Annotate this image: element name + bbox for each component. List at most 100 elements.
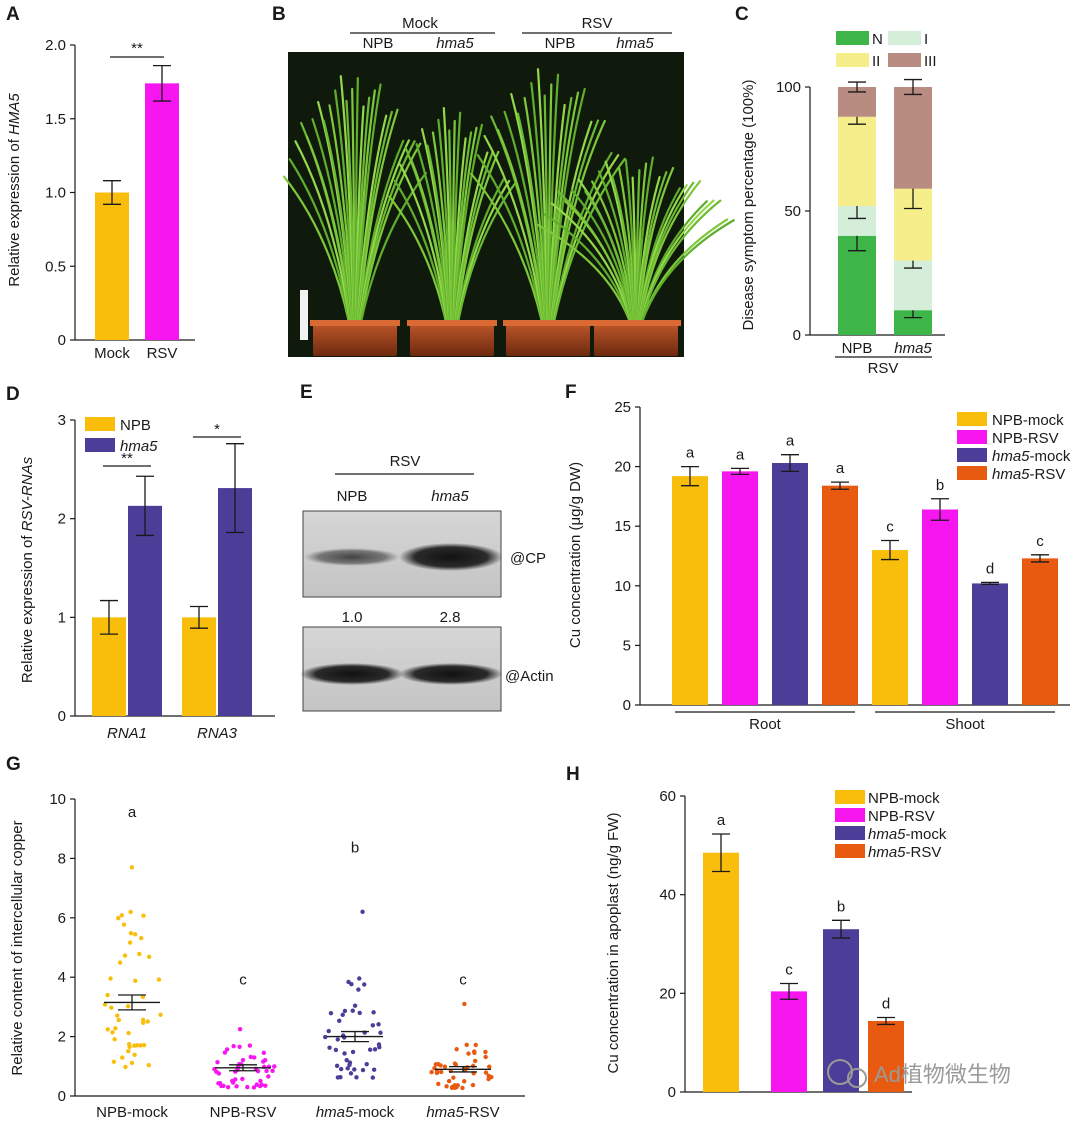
panel-g-point (116, 1017, 122, 1023)
wechat-icon (827, 1059, 853, 1085)
panel-g-point (444, 1084, 449, 1089)
panel-g-point (259, 1082, 264, 1087)
panel-g-y-tick-label: 0 (58, 1088, 66, 1105)
panel-c-segment-i (894, 260, 932, 311)
plant-leaf (551, 119, 606, 324)
panel-g-point (323, 1034, 328, 1040)
plant-leaf (547, 73, 560, 324)
panel-g-point (338, 1066, 344, 1072)
blot-cp-band-npb (304, 548, 400, 566)
panel-g-point (139, 935, 144, 941)
panel-g-point (487, 1064, 492, 1069)
panel-c-letter: C (735, 4, 749, 25)
panel-f-sig-letter: b (936, 477, 944, 494)
panel-h-legend-label: NPB-RSV (868, 808, 935, 825)
panel-g-point (328, 1010, 334, 1016)
panel-g-point (454, 1047, 459, 1052)
panel-g-point (338, 1075, 343, 1080)
panel-d-y-tick-label: 1 (58, 609, 66, 626)
panel-f-sig-letter: d (986, 560, 994, 577)
panel-c-x-tick-label: NPB (842, 340, 873, 357)
watermark: Ad植物微生物 (827, 1059, 1011, 1088)
panel-g-y-tick-label: 2 (58, 1029, 66, 1046)
panel-a: A 0 0.5 1.0 1.5 2.0 Mock RSV ** Relative expre… (6, 4, 195, 362)
panel-g-point (451, 1075, 456, 1080)
panel-c-legend-label: N (872, 31, 883, 48)
panel-g-point (110, 1030, 115, 1035)
panel-g-point (222, 1050, 228, 1055)
plant-leaf (570, 189, 634, 324)
panel-g-point (245, 1084, 250, 1090)
panel-f-x-tick-label: Root (749, 716, 782, 733)
panel-d-letter: D (6, 384, 20, 405)
panel-g-point (230, 1080, 236, 1085)
plant-leaf (305, 135, 353, 324)
panel-f-y-tick-label: 10 (614, 578, 631, 595)
panel-f-bar-hma5-rsv (822, 485, 858, 705)
panel-g-point (342, 1051, 347, 1056)
panel-g-point (145, 1019, 150, 1024)
plant-leaf (503, 110, 546, 324)
panel-g-point (214, 1069, 219, 1074)
panel-d-y-tick-label: 2 (58, 511, 66, 528)
panel-f-y-tick-label: 0 (623, 697, 631, 714)
panel-g-point (462, 1001, 467, 1007)
plant-leaf (516, 112, 547, 324)
plant-leaf (294, 140, 352, 324)
panel-g-point (263, 1083, 268, 1088)
panel-h-bar (868, 1020, 904, 1092)
panel-g-point (348, 1071, 354, 1076)
panel-g-point (140, 994, 146, 1000)
panel-g-y-tick-label: 6 (58, 910, 66, 927)
panel-g-point (121, 922, 127, 927)
panel-g-point (237, 1026, 243, 1032)
panel-g-sig-letter: c (239, 972, 247, 989)
panel-c-legend-label: I (924, 31, 928, 48)
panel-h-bar (823, 929, 859, 1092)
panel-h-legend-swatch (835, 808, 865, 822)
panel-g-point (360, 1067, 366, 1073)
panel-g-point (370, 1075, 376, 1080)
panel-d-x-tick-label: RNA3 (197, 725, 238, 742)
plant-pot-rim (407, 320, 497, 326)
plant-leaf (640, 219, 735, 324)
panel-g-point (146, 954, 152, 960)
panel-g-point (335, 1037, 340, 1042)
panel-g-point (367, 1047, 373, 1052)
panel-g-point (156, 977, 162, 982)
panel-e-quant-npb: 1.0 (342, 609, 363, 626)
panel-h-y-tick-label: 40 (659, 887, 676, 904)
blot-cp-band-hma5 (399, 543, 503, 571)
panel-h-legend-label: hma5-RSV (868, 844, 941, 861)
plant-leaf (483, 134, 545, 324)
panel-g-point (472, 1058, 478, 1064)
panel-g-point (370, 1023, 376, 1028)
panel-g-point (344, 1057, 349, 1063)
panel-f-sig-letter: a (686, 445, 695, 462)
panel-g-point (350, 1049, 356, 1055)
panel-c-legend-label: II (872, 53, 880, 70)
panel-a-y-tick-label: 2.0 (45, 37, 66, 54)
panel-g-point (337, 1018, 342, 1024)
panel-e-header: RSV (390, 453, 421, 470)
panel-g-point (215, 1059, 220, 1065)
plant-leaf (637, 166, 675, 324)
panel-g-point (466, 1051, 471, 1056)
panel-f-legend-swatch (957, 448, 987, 462)
panel-c-segment-iii (894, 87, 932, 189)
plant-leaf (550, 202, 632, 324)
panel-g-point (346, 979, 351, 985)
panel-g-point (123, 1064, 128, 1070)
panel-h-letter: H (566, 764, 580, 785)
panel-g-point (233, 1077, 238, 1082)
panel-a-y-tick-label: 0 (58, 332, 66, 349)
plant-leaf (470, 172, 544, 324)
panel-f-bar-npb-mock (672, 476, 708, 705)
plant-leaf (359, 171, 427, 324)
watermark-text: Ad植物微生物 (874, 1062, 1011, 1087)
panel-g-point (132, 932, 138, 937)
panel-g-point (460, 1085, 465, 1091)
panel-g-point (483, 1049, 488, 1055)
